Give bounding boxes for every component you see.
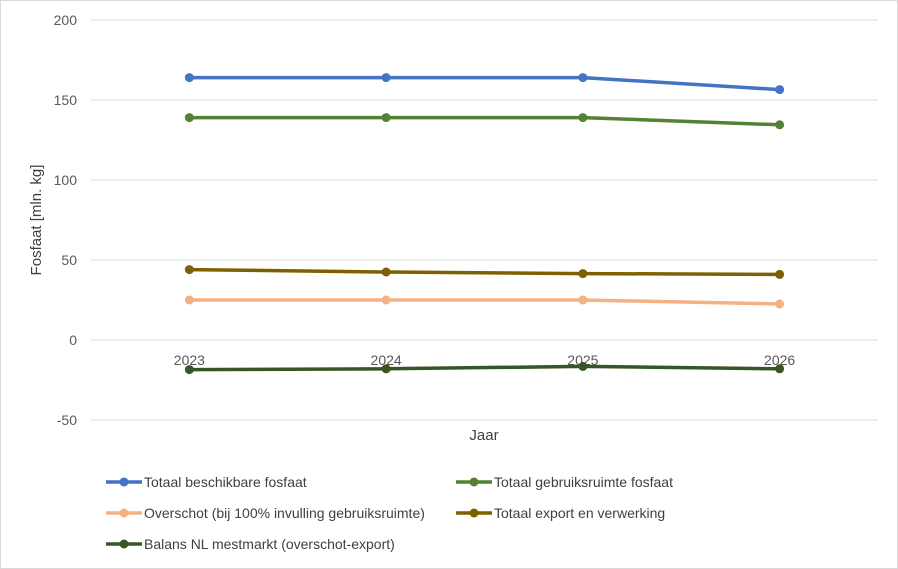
x-tick-label: 2025 — [567, 352, 598, 368]
x-axis-title: Jaar — [469, 427, 498, 444]
legend-item: Totaal gebruiksruimte fosfaat — [456, 474, 673, 490]
data-point — [775, 120, 785, 130]
legend-label: Totaal export en verwerking — [494, 505, 665, 521]
x-tick-label: 2024 — [371, 352, 402, 368]
x-tick-label: 2026 — [764, 352, 795, 368]
series-line — [187, 115, 782, 127]
data-point — [775, 85, 785, 95]
data-point — [381, 267, 391, 277]
x-tick-label: 2023 — [174, 352, 205, 368]
data-point — [184, 265, 194, 275]
y-tick-label: -50 — [57, 412, 77, 428]
data-point — [775, 299, 785, 309]
data-point — [184, 113, 194, 123]
y-axis-ticks: 200 150 100 50 0 -50 — [54, 12, 78, 428]
y-axis-title: Fosfaat [mln. kg] — [28, 165, 45, 276]
data-point — [184, 73, 194, 83]
legend-label: Balans NL mestmarkt (overschot-export) — [144, 536, 395, 552]
series-2 — [184, 113, 785, 130]
data-point — [578, 295, 588, 305]
legend-item: Balans NL mestmarkt (overschot-export) — [106, 536, 395, 552]
y-tick-label: 200 — [54, 12, 78, 28]
data-point — [578, 73, 588, 83]
series-line — [187, 267, 782, 277]
legend-swatch-marker — [119, 508, 129, 518]
y-tick-label: 0 — [69, 332, 77, 348]
legend-item: Totaal beschikbare fosfaat — [106, 474, 307, 490]
legend-swatch-marker — [469, 508, 479, 518]
data-point — [381, 295, 391, 305]
legend-item: Totaal export en verwerking — [456, 505, 665, 521]
legend-label: Overschot (bij 100% invulling gebruiksru… — [144, 505, 425, 521]
legend-item: Overschot (bij 100% invulling gebruiksru… — [106, 505, 425, 521]
y-tick-label: 50 — [61, 252, 77, 268]
data-point — [578, 361, 588, 371]
legend: Totaal beschikbare fosfaat Totaal gebruik… — [106, 474, 673, 552]
series-5 — [184, 361, 785, 375]
series-3 — [184, 295, 785, 309]
data-point — [578, 113, 588, 123]
legend-swatch-marker — [469, 477, 479, 487]
series-4 — [184, 265, 785, 279]
y-tick-label: 100 — [54, 172, 78, 188]
data-point — [381, 73, 391, 83]
legend-swatch-marker — [119, 539, 129, 549]
data-point — [381, 364, 391, 374]
series-line — [187, 364, 782, 372]
series-line — [187, 298, 782, 306]
data-point — [775, 269, 785, 279]
series-lines — [184, 73, 785, 375]
series-1 — [184, 73, 785, 95]
data-point — [184, 365, 194, 375]
data-point — [578, 269, 588, 279]
legend-label: Totaal beschikbare fosfaat — [144, 474, 307, 490]
data-point — [775, 364, 785, 374]
y-tick-label: 150 — [54, 92, 78, 108]
data-point — [381, 113, 391, 123]
gridlines — [91, 19, 878, 421]
data-point — [184, 295, 194, 305]
x-axis-ticks: 2023 2024 2025 2026 — [174, 352, 796, 368]
series-line — [187, 75, 782, 92]
legend-label: Totaal gebruiksruimte fosfaat — [494, 474, 673, 490]
legend-swatch-marker — [119, 477, 129, 487]
